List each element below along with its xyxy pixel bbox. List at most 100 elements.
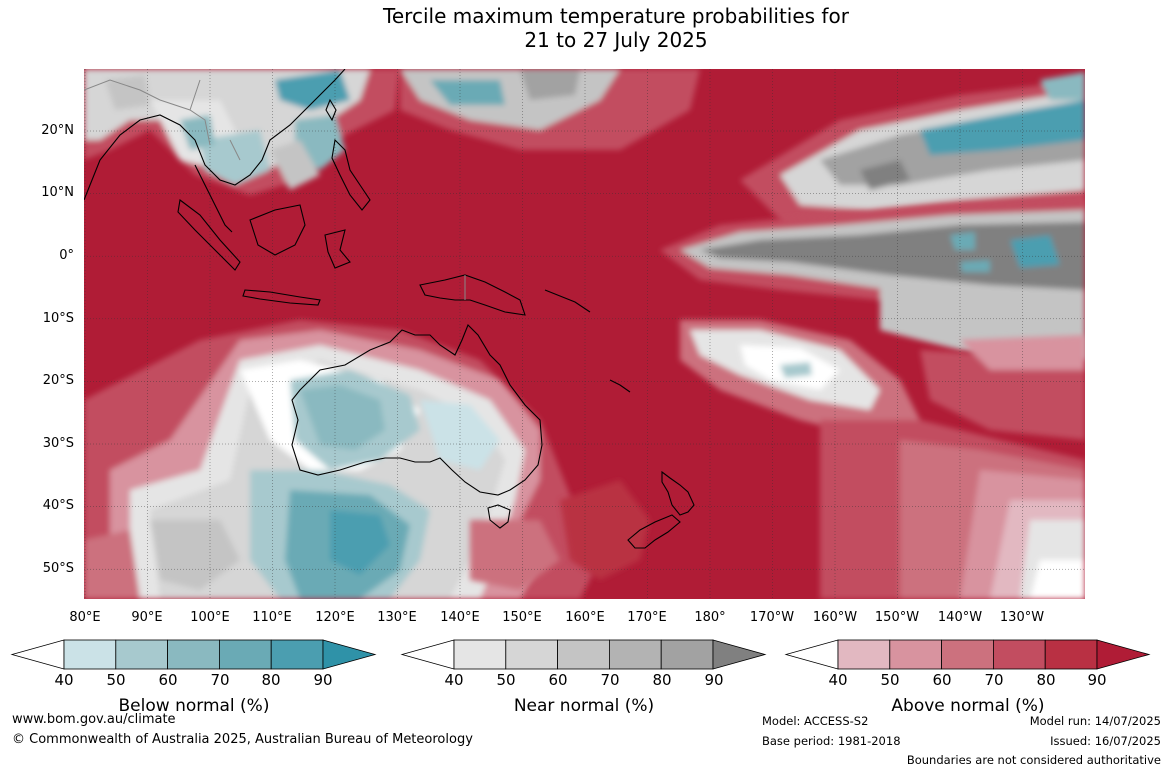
lon-label: 130°E (377, 610, 417, 625)
colorbar-tick-label: 40 (444, 671, 464, 689)
lat-label: 20°S (42, 373, 74, 388)
colorbar-segment (505, 639, 558, 670)
map-field (84, 69, 1085, 599)
colorbar (10, 639, 377, 670)
colorbar-segment (167, 639, 220, 670)
lat-label: 0° (59, 248, 74, 263)
australia-region (84, 320, 600, 599)
website-text: www.bom.gov.au/climate (12, 712, 176, 727)
new-zealand-south-coast (627, 514, 681, 549)
australia-coast (291, 324, 543, 496)
taiwan-coast (325, 98, 337, 122)
colorbar-segment (218, 639, 272, 670)
colorbar-tick-label: 50 (880, 671, 900, 689)
colorbar-tick-label: 70 (984, 671, 1004, 689)
borneo-coast (249, 204, 306, 256)
asia-mainland-coast (84, 69, 346, 201)
lon-label: 140°E (440, 610, 480, 625)
colorbar-segment (453, 639, 507, 670)
colorbar-tick-label: 40 (54, 671, 74, 689)
new-caledonia-coast (609, 379, 631, 393)
indochina-borders (84, 79, 241, 161)
coastlines (84, 69, 695, 549)
colorbar-segment (660, 639, 714, 670)
title-line-1: Tercile maximum temperature probabilitie… (383, 4, 849, 28)
title-line-2: 21 to 27 July 2025 (524, 28, 708, 52)
colorbar-tick-label: 70 (600, 671, 620, 689)
lon-label: 100°E (190, 610, 230, 625)
north-pacific-region (400, 69, 700, 150)
lat-label: 10°S (42, 311, 74, 326)
lon-label: 130°W (999, 610, 1045, 625)
lon-label: 110°E (252, 610, 292, 625)
north-east-pacific-region (740, 72, 1085, 230)
model-run-text: Model run: 14/07/2025 (1029, 714, 1161, 728)
lon-label: 160°W (812, 610, 858, 625)
solomons-coast (544, 289, 591, 313)
colorbar-tick-label: 50 (496, 671, 516, 689)
sulawesi-coast (324, 229, 351, 269)
colorbar-max-extension (712, 639, 767, 670)
colorbar-title-below: Below normal (%) (118, 696, 270, 716)
new-zealand-north-coast (661, 470, 695, 516)
colorbar-tick-label: 40 (828, 671, 848, 689)
colorbar-segment (837, 639, 891, 670)
disclaimer-text: Boundaries are not considered authoritat… (906, 753, 1161, 767)
colorbar-min-extension (400, 639, 455, 670)
lat-label: 30°S (42, 436, 74, 451)
malay-peninsula-coast (194, 164, 233, 233)
country-borders (84, 79, 466, 300)
map-title: Tercile maximum temperature probabilitie… (0, 4, 1173, 52)
colorbar-tick-label: 80 (652, 671, 672, 689)
colorbar-segment (115, 639, 169, 670)
colorbar-tick-label: 50 (106, 671, 126, 689)
issued-text: Issued: 16/07/2025 (1050, 734, 1161, 748)
colorbar-tick-label: 90 (313, 671, 333, 689)
colorbar-segment (63, 639, 117, 670)
lon-label: 150°W (874, 610, 920, 625)
java-coast (242, 289, 321, 306)
copyright-text: © Commonwealth of Australia 2025, Austra… (12, 732, 473, 747)
colorbar-segment (941, 639, 994, 670)
equatorial-pacific-region (660, 200, 1085, 360)
lon-label: 80°E (69, 610, 101, 625)
base-period-text: Base period: 1981-2018 (762, 734, 901, 748)
colorbar-segment (1044, 639, 1098, 670)
colorbar-tick-label: 80 (261, 671, 281, 689)
colorbar-tick-label: 90 (704, 671, 724, 689)
lat-label: 40°S (42, 498, 74, 513)
lon-label: 140°W (937, 610, 983, 625)
colorbar-segment (889, 639, 942, 670)
lon-label: 180° (694, 610, 726, 625)
colorbar-min-extension (10, 639, 65, 670)
tasman-region (470, 480, 650, 590)
lon-label: 170°E (627, 610, 667, 625)
new-guinea-coast (419, 274, 526, 316)
colorbar-segment (270, 639, 324, 670)
lat-label: 50°S (42, 561, 74, 576)
colorbar (400, 639, 767, 670)
tasmania-coast (487, 504, 511, 529)
colorbar-tick-label: 60 (158, 671, 178, 689)
colorbars (10, 639, 1151, 670)
grid-lines (84, 69, 1085, 599)
colorbar-segment (557, 639, 610, 670)
colorbar-title-above: Above normal (%) (891, 696, 1045, 716)
colorbar-min-extension (784, 639, 839, 670)
colorbar-tick-label: 80 (1036, 671, 1056, 689)
colorbar-segment (609, 639, 662, 670)
colorbar-tick-label: 90 (1087, 671, 1107, 689)
colorbar (784, 639, 1151, 670)
sumatra-coast (177, 199, 241, 271)
lon-label: 160°E (565, 610, 605, 625)
lon-label: 170°W (749, 610, 795, 625)
lon-label: 90°E (131, 610, 163, 625)
model-text: Model: ACCESS-S2 (762, 714, 869, 728)
philippines-coast (331, 138, 371, 211)
south-pacific-region (680, 320, 1085, 599)
colorbar-tick-label: 60 (548, 671, 568, 689)
lat-label: 10°N (41, 185, 74, 200)
colorbar-segment (993, 639, 1046, 670)
colorbar-title-near: Near normal (%) (513, 696, 655, 716)
